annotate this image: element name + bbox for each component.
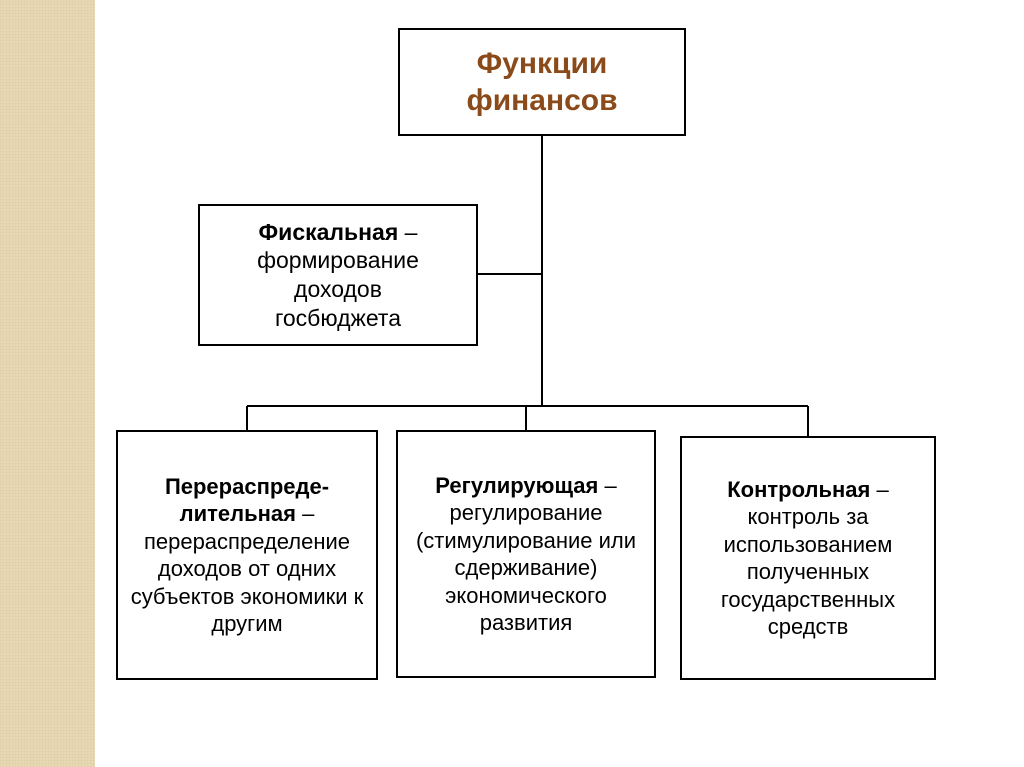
leaf2-text: Контрольная – контроль за использованием… <box>688 476 928 641</box>
leaf0-text: Перераспреде-лительная – перераспределен… <box>124 473 370 638</box>
leaf-node-redistribution: Перераспреде-лительная – перераспределен… <box>116 430 378 680</box>
leaf-node-control: Контрольная – контроль за использованием… <box>680 436 936 680</box>
leaf0-dash: – <box>296 501 314 526</box>
decorative-sidebar <box>0 0 95 767</box>
mid-dash: – <box>398 219 417 245</box>
leaf1-rest: регулирование (стимулирование или сдержи… <box>416 500 636 635</box>
leaf2-dash: – <box>870 477 888 502</box>
leaf2-rest: контроль за использованием полученных го… <box>721 504 895 639</box>
leaf1-text: Регулирующая – регулирование (стимулиров… <box>404 472 648 637</box>
leaf0-rest: перераспределение доходов от одних субъе… <box>131 529 364 637</box>
mid-node-fiscal: Фискальная – формирование доходов госбюд… <box>198 204 478 346</box>
mid-line1: Фискальная – <box>259 218 418 247</box>
mid-bold: Фискальная <box>259 219 399 245</box>
leaf1-bold: Регулирующая <box>435 473 598 498</box>
mid-rest2: доходов <box>294 275 382 304</box>
root-title-line2: финансов <box>466 82 617 120</box>
leaf1-dash: – <box>598 473 616 498</box>
leaf2-bold: Контрольная <box>727 477 870 502</box>
root-title-line1: Функции <box>477 45 608 83</box>
mid-rest1: формирование <box>257 246 419 275</box>
root-node: Функции финансов <box>398 28 686 136</box>
mid-rest3: госбюджета <box>275 304 401 333</box>
leaf-node-regulating: Регулирующая – регулирование (стимулиров… <box>396 430 656 678</box>
